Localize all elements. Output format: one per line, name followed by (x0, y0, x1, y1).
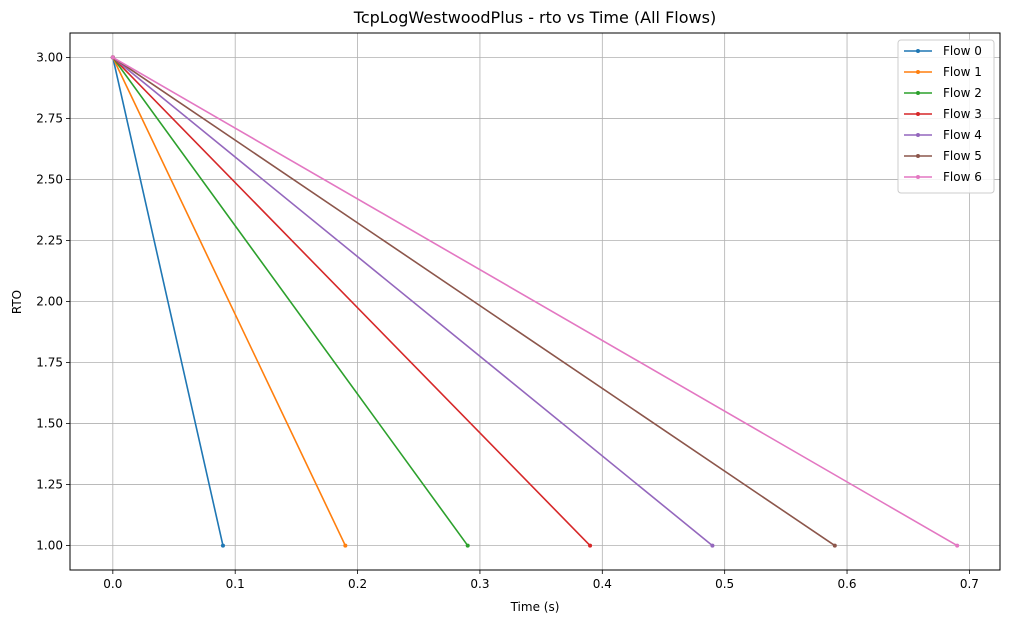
data-point (588, 543, 593, 548)
series-line (112, 56, 469, 547)
legend-item: Flow 3 (904, 107, 982, 121)
x-tick-label: 0.4 (593, 577, 612, 591)
x-tick-label: 0.5 (715, 577, 734, 591)
legend-label: Flow 6 (943, 170, 982, 184)
y-tick-label: 1.75 (36, 356, 63, 370)
legend-label: Flow 1 (943, 65, 982, 79)
series-line (112, 56, 713, 547)
legend-marker (916, 49, 920, 53)
series-line (112, 56, 836, 547)
x-tick-label: 0.7 (960, 577, 979, 591)
legend-item: Flow 2 (904, 86, 982, 100)
legend-marker (916, 133, 920, 137)
series-line (112, 56, 591, 547)
x-axis: 0.0 0.1 0.2 0.3 0.4 0.5 0.6 0.7 (103, 570, 979, 591)
data-point (465, 543, 470, 548)
x-tick-label: 0.6 (837, 577, 856, 591)
legend-marker (916, 154, 920, 158)
y-tick-label: 3.00 (36, 50, 63, 64)
data-point (832, 543, 837, 548)
x-tick-label: 0.1 (226, 577, 245, 591)
legend-item: Flow 0 (904, 44, 982, 58)
legend-label: Flow 5 (943, 149, 982, 163)
chart-title: TcpLogWestwoodPlus - rto vs Time (All Fl… (353, 8, 716, 27)
data-point (710, 543, 715, 548)
legend-item: Flow 4 (904, 128, 982, 142)
series-line (112, 57, 347, 546)
x-axis-label: Time (s) (510, 600, 560, 614)
legend-item: Flow 5 (904, 149, 982, 163)
x-tick-label: 0.3 (470, 577, 489, 591)
data-point (955, 543, 960, 548)
series-line (112, 57, 224, 546)
y-tick-label: 2.00 (36, 295, 63, 309)
x-tick-label: 0.2 (348, 577, 367, 591)
y-axis: 1.00 1.25 1.50 1.75 2.00 2.25 2.50 2.75 3.00 (36, 50, 70, 553)
legend: Flow 0 Flow 1 Flow 2 Flow 3 Flow 4 Flow 5 Flow… (897, 39, 995, 194)
legend-item: Flow 6 (904, 170, 982, 184)
y-tick-label: 2.50 (36, 172, 63, 186)
series-line (112, 56, 958, 547)
y-tick-label: 1.50 (36, 417, 63, 431)
legend-marker (916, 175, 920, 179)
legend-marker (916, 70, 920, 74)
y-tick-label: 2.25 (36, 233, 63, 247)
series-6 (110, 55, 960, 548)
data-point (343, 543, 348, 548)
series-layer (110, 55, 960, 548)
y-tick-label: 1.25 (36, 478, 63, 492)
y-tick-label: 2.75 (36, 111, 63, 125)
data-point (110, 55, 115, 60)
x-tick-label: 0.0 (103, 577, 122, 591)
legend-label: Flow 4 (943, 128, 982, 142)
data-point (220, 543, 225, 548)
y-tick-label: 1.00 (36, 539, 63, 553)
y-axis-label: RTO (10, 290, 24, 314)
legend-marker (916, 91, 920, 95)
legend-label: Flow 0 (943, 44, 982, 58)
legend-label: Flow 3 (943, 107, 982, 121)
legend-label: Flow 2 (943, 86, 982, 100)
legend-item: Flow 1 (904, 65, 982, 79)
legend-marker (916, 112, 920, 116)
legend-box (897, 39, 995, 194)
